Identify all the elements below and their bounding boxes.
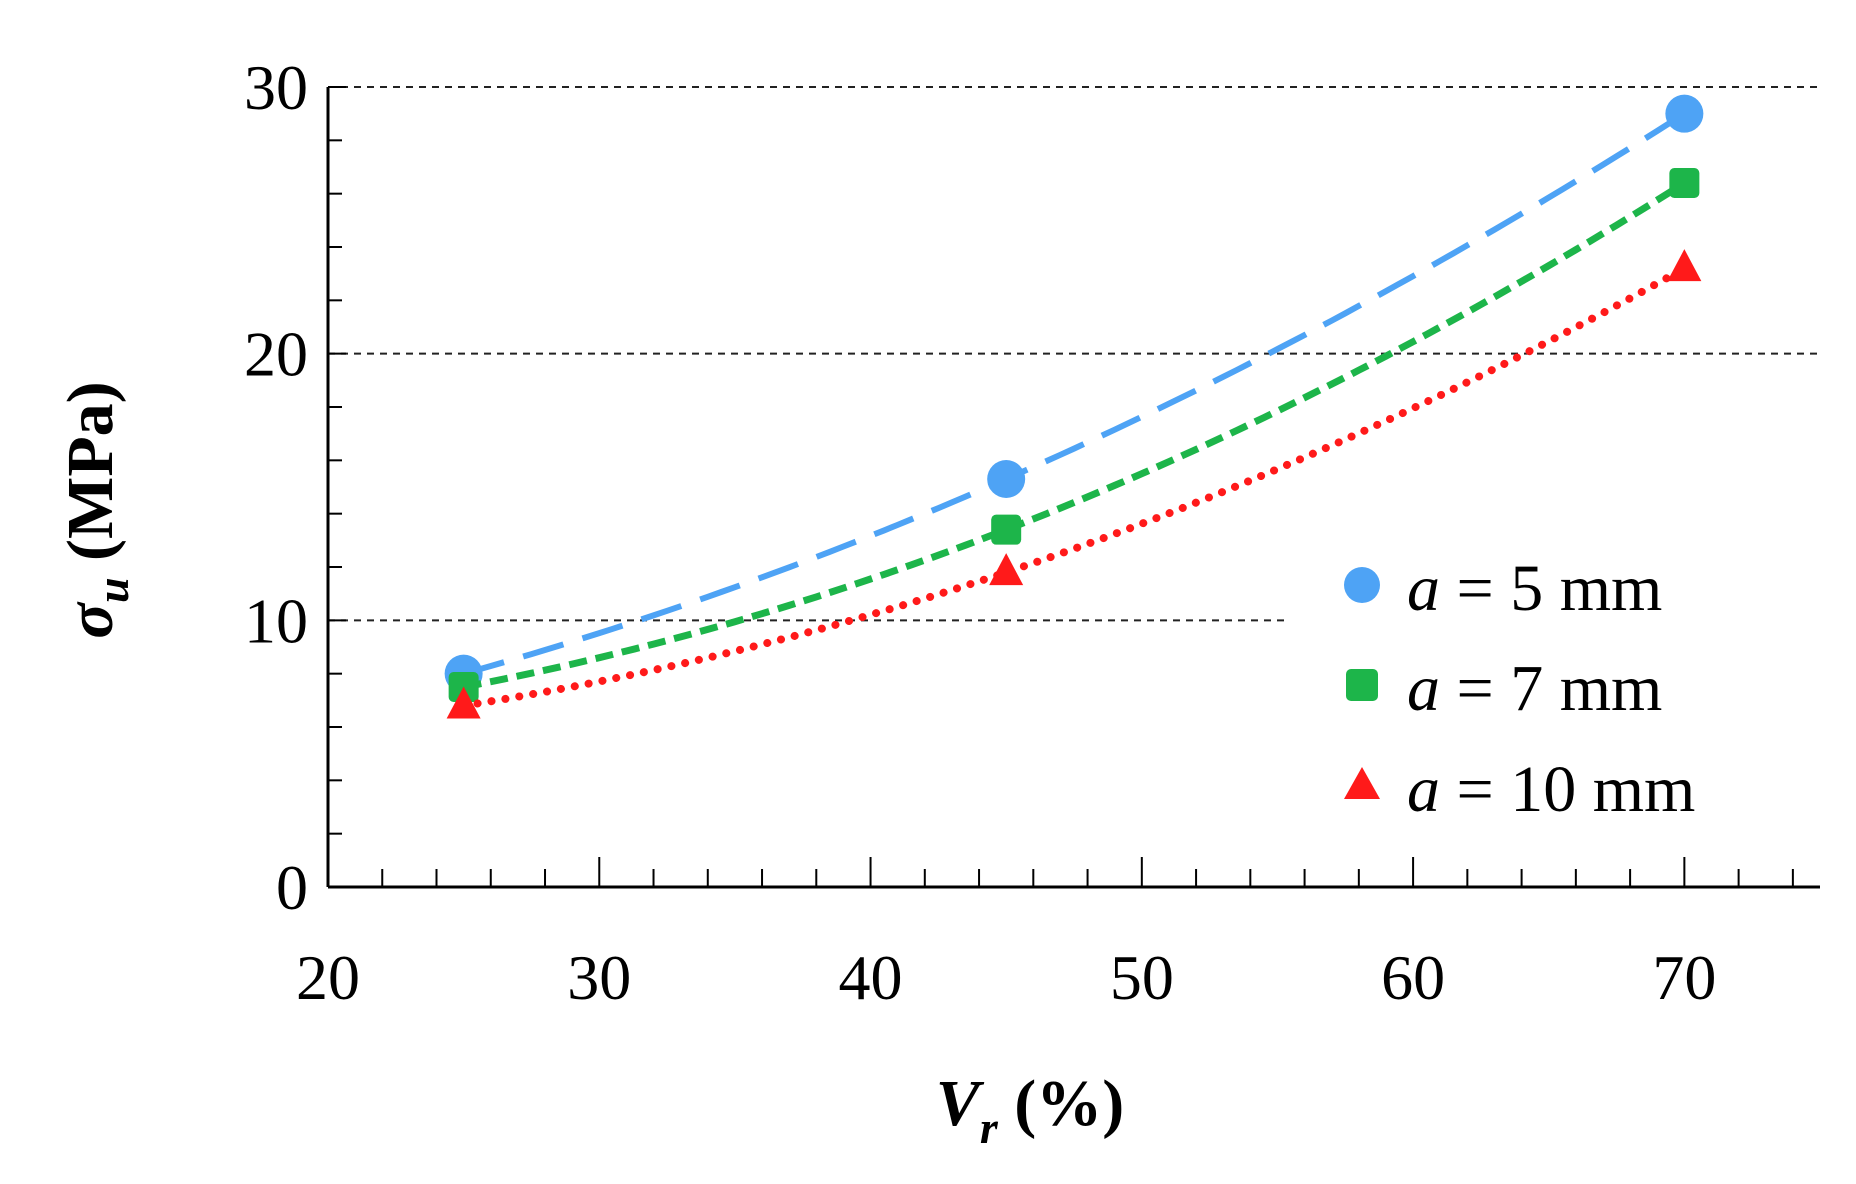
legend-label-1: a = 5 mm	[1407, 552, 1662, 625]
series-line-3	[459, 264, 1689, 710]
triangle-marker	[989, 553, 1024, 586]
series-line-2	[462, 180, 1687, 691]
y-axis-subscript: u	[87, 577, 138, 603]
x-tick-label-30: 30	[567, 942, 631, 1013]
data-series	[444, 94, 1704, 719]
legend-square-icon	[1346, 669, 1378, 701]
legend-label-2: a = 7 mm	[1407, 652, 1662, 725]
series-1	[444, 94, 1704, 693]
series-3	[446, 249, 1702, 719]
x-tick-label-50: 50	[1110, 942, 1174, 1013]
y-tick-label-10: 10	[244, 585, 308, 656]
series-2	[448, 168, 1700, 702]
y-axis-unit: (MPa)	[54, 381, 127, 561]
legend-circle-icon	[1344, 567, 1380, 603]
square-marker	[991, 514, 1022, 545]
legend-variable: a	[1407, 753, 1440, 826]
series-line-1	[462, 111, 1687, 677]
legend-label-3: a = 10 mm	[1407, 753, 1695, 826]
square-marker	[1669, 168, 1700, 198]
circle-marker	[987, 460, 1026, 498]
y-tick-label-0: 0	[276, 852, 308, 923]
legend-triangle-icon	[1344, 767, 1380, 799]
y-axis-symbol: σ	[54, 601, 127, 639]
x-axis-subscript: r	[980, 1102, 999, 1153]
x-axis-symbol: V	[936, 1067, 985, 1140]
triangle-marker	[1667, 249, 1702, 282]
legend-value: = 5 mm	[1440, 552, 1662, 625]
x-tick-label-60: 60	[1381, 942, 1445, 1013]
y-tick-label-30: 30	[244, 52, 308, 123]
legend-item-3: a = 10 mm	[1344, 753, 1695, 826]
triangle-marker	[446, 686, 481, 719]
legend-item-1: a = 5 mm	[1344, 552, 1662, 625]
x-axis-title: Vr (%)	[936, 1067, 1124, 1153]
axis-ticks: 0 10 20 30 20 30 40 50 60 70	[244, 52, 1794, 1013]
legend: a = 5 mma = 7 mma = 10 mm	[1344, 552, 1695, 826]
legend-variable: a	[1407, 552, 1440, 625]
x-tick-label-70: 70	[1652, 942, 1716, 1013]
y-axis-title: σu (MPa)	[54, 381, 138, 638]
circle-marker	[1665, 94, 1704, 133]
x-axis-unit: (%)	[1014, 1067, 1124, 1140]
axes	[326, 87, 1820, 889]
legend-variable: a	[1407, 652, 1440, 725]
x-tick-label-20: 20	[296, 942, 360, 1013]
gridlines	[328, 86, 1820, 622]
y-tick-label-20: 20	[244, 319, 308, 390]
x-tick-label-40: 40	[839, 942, 903, 1013]
legend-value: = 10 mm	[1440, 753, 1695, 826]
legend-value: = 7 mm	[1440, 652, 1662, 725]
legend-item-2: a = 7 mm	[1346, 652, 1662, 725]
